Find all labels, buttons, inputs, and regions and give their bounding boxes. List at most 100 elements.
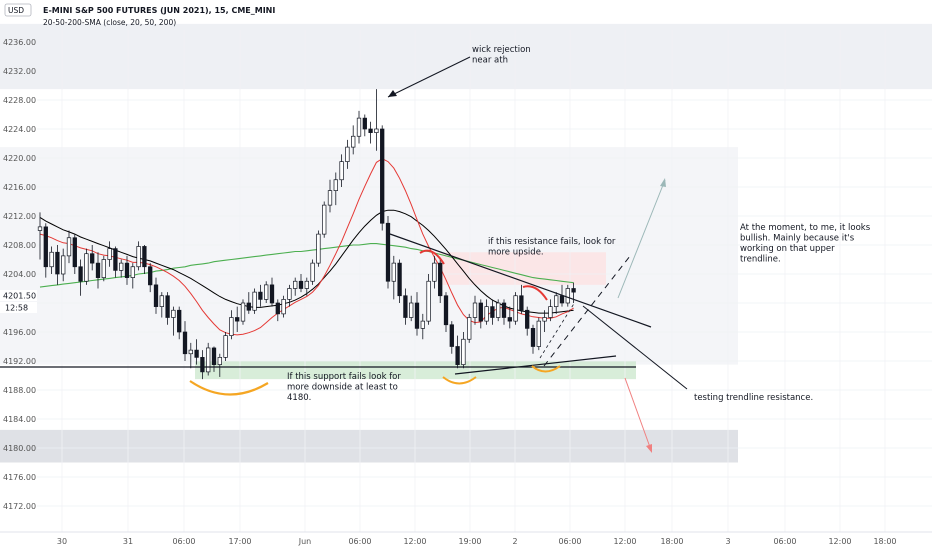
candle[interactable] bbox=[420, 313, 425, 340]
candle[interactable] bbox=[206, 342, 211, 376]
lower-trendline[interactable] bbox=[454, 355, 617, 375]
candle[interactable] bbox=[409, 295, 414, 322]
candle[interactable] bbox=[461, 332, 466, 369]
zone-resistance[interactable] bbox=[440, 252, 606, 285]
note-resistance[interactable]: if this resistance fails, look for more u… bbox=[488, 237, 616, 258]
candle[interactable] bbox=[501, 299, 507, 325]
candle[interactable] bbox=[316, 230, 321, 267]
candle[interactable] bbox=[432, 255, 437, 289]
wick-arrow[interactable] bbox=[387, 56, 471, 98]
candle[interactable] bbox=[78, 259, 83, 296]
candle[interactable] bbox=[72, 234, 77, 274]
support-touch-arc-1[interactable] bbox=[189, 380, 269, 396]
candle[interactable] bbox=[484, 299, 489, 325]
currency-badge[interactable] bbox=[4, 3, 32, 17]
upper-trendline[interactable] bbox=[389, 233, 652, 328]
candle[interactable] bbox=[374, 89, 379, 151]
candle[interactable] bbox=[565, 284, 570, 307]
candle[interactable] bbox=[548, 299, 553, 322]
candle[interactable] bbox=[536, 317, 541, 351]
candle[interactable] bbox=[455, 335, 460, 369]
candle[interactable] bbox=[478, 299, 483, 329]
candle[interactable] bbox=[211, 346, 217, 372]
candle[interactable] bbox=[519, 284, 524, 314]
note-support[interactable]: If this support fails look for more downs… bbox=[287, 372, 401, 403]
candle[interactable] bbox=[281, 295, 286, 318]
candle[interactable] bbox=[130, 263, 135, 289]
up-arrow[interactable] bbox=[617, 179, 666, 299]
candle[interactable] bbox=[443, 292, 449, 332]
candle[interactable] bbox=[66, 230, 72, 264]
candle[interactable] bbox=[107, 241, 112, 267]
zone-target[interactable] bbox=[0, 429, 738, 463]
dashed-projection[interactable] bbox=[543, 255, 631, 367]
candle[interactable] bbox=[148, 263, 153, 293]
candle[interactable] bbox=[229, 310, 234, 340]
candle[interactable] bbox=[264, 281, 269, 303]
candle[interactable] bbox=[414, 292, 420, 336]
candle[interactable] bbox=[322, 201, 327, 238]
candle[interactable] bbox=[269, 277, 275, 307]
support-touch-arc-2[interactable] bbox=[442, 376, 477, 385]
candle[interactable] bbox=[37, 212, 43, 260]
candle[interactable] bbox=[327, 179, 333, 213]
note-wick-rejection[interactable]: wick rejection near ath bbox=[472, 45, 531, 66]
candle[interactable] bbox=[542, 310, 547, 332]
candle[interactable] bbox=[171, 306, 176, 336]
candle[interactable] bbox=[391, 255, 396, 300]
candle[interactable] bbox=[310, 259, 315, 285]
candle[interactable] bbox=[287, 284, 292, 307]
candle[interactable] bbox=[142, 245, 147, 274]
candle[interactable] bbox=[362, 114, 367, 137]
candle[interactable] bbox=[438, 259, 443, 304]
candle[interactable] bbox=[397, 259, 402, 304]
candle[interactable] bbox=[472, 295, 478, 325]
candle[interactable] bbox=[385, 216, 391, 289]
candle[interactable] bbox=[304, 277, 309, 296]
candle[interactable] bbox=[49, 246, 54, 274]
candle[interactable] bbox=[217, 353, 222, 377]
support-touch-arc-3[interactable] bbox=[531, 365, 561, 373]
candle[interactable] bbox=[177, 306, 182, 340]
testing-pointer-line[interactable] bbox=[582, 305, 688, 390]
candle[interactable] bbox=[159, 292, 164, 318]
candle[interactable] bbox=[119, 259, 124, 278]
candle[interactable] bbox=[182, 321, 188, 361]
candle[interactable] bbox=[55, 245, 60, 285]
candle[interactable] bbox=[84, 248, 89, 285]
dashed-path-small[interactable] bbox=[539, 301, 576, 359]
candle[interactable] bbox=[403, 288, 408, 325]
candle[interactable] bbox=[467, 313, 472, 343]
indicator-legend[interactable]: 20-50-200-SMA (close, 20, 50, 200) bbox=[43, 18, 176, 27]
candle[interactable] bbox=[188, 342, 193, 369]
candle[interactable] bbox=[333, 172, 338, 206]
candle[interactable] bbox=[61, 248, 66, 282]
candle[interactable] bbox=[101, 255, 106, 282]
candle[interactable] bbox=[223, 332, 228, 361]
candle[interactable] bbox=[368, 121, 373, 144]
candle[interactable] bbox=[298, 274, 304, 293]
candle[interactable] bbox=[530, 324, 536, 354]
candle[interactable] bbox=[496, 299, 501, 322]
candle[interactable] bbox=[136, 241, 141, 271]
candle[interactable] bbox=[507, 306, 512, 329]
candle[interactable] bbox=[95, 252, 101, 289]
candle[interactable] bbox=[554, 292, 559, 314]
down-arrow[interactable] bbox=[624, 377, 652, 451]
candle[interactable] bbox=[153, 277, 159, 314]
note-testing[interactable]: testing trendline resistance. bbox=[694, 393, 813, 403]
candle[interactable] bbox=[200, 350, 205, 380]
candle[interactable] bbox=[345, 139, 350, 169]
candle[interactable] bbox=[113, 246, 118, 278]
resistance-touch-arc-1[interactable] bbox=[419, 249, 445, 265]
candle[interactable] bbox=[90, 245, 95, 271]
x-axis[interactable]: 30 31 06:00 17:00 Jun 06:00 12:00 19:00 2 06:00 12… bbox=[0, 531, 932, 546]
candle[interactable] bbox=[513, 292, 518, 325]
candle[interactable] bbox=[293, 277, 298, 296]
candle[interactable] bbox=[194, 339, 199, 365]
candle[interactable] bbox=[449, 321, 454, 354]
candle[interactable] bbox=[252, 288, 257, 314]
candle[interactable] bbox=[380, 125, 385, 231]
candle[interactable] bbox=[43, 223, 48, 278]
zone-ath[interactable] bbox=[0, 23, 932, 90]
